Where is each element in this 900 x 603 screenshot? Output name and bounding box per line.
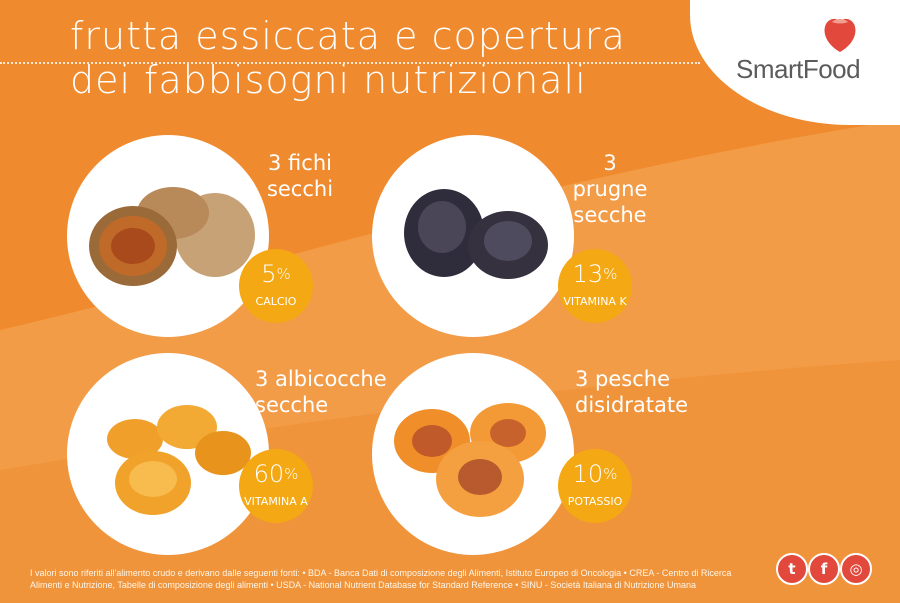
fruit-image-figs [72,140,264,332]
item-label-line: 3 pesche [575,367,671,391]
percent-value: 10 [572,460,604,488]
nutrient-name: VITAMINA A [244,495,308,508]
footnote-line: Alimenti e Nutrizione, Tabelle di compos… [30,580,696,590]
title-line-1: frutta essiccata e copertura [70,14,626,58]
title-line-2: dei fabbisogni nutrizionali [70,58,587,102]
sources-footnote: I valori sono riferiti all'alimento crud… [30,567,750,591]
fruit-image-peaches [377,358,569,550]
twitter-icon[interactable]: t [776,553,808,585]
footnote-line: I valori sono riferiti all'alimento crud… [30,568,732,578]
item-label-line: disidratate [575,393,689,417]
item-label-line: 3 fichi [268,151,332,175]
brand-name: SmartFood [736,54,861,84]
item-label-line: 3 albicocche [255,367,387,391]
percent-value: 13 [572,260,604,288]
item-label-line: secche [255,393,329,417]
percent-value: 60 [253,460,285,488]
item-label-line: secchi [266,177,334,201]
instagram-icon[interactable]: ◎ [840,553,872,585]
strawberry-icon [824,18,856,52]
percent-badge-peaches: 10% POTASSIO [558,449,632,523]
percent-value: 5 [261,260,277,288]
percent-unit: % [603,465,618,483]
title-divider [0,62,700,64]
percent-unit: % [284,465,299,483]
item-label-figs: 3 fichi secchi [255,150,345,202]
percent-badge-figs: 5% CALCIO [239,249,313,323]
fruit-image-apricots [72,358,264,550]
item-label-line: 3 prugne [572,151,648,201]
percent-unit: % [603,265,618,283]
fruit-image-prunes [377,140,569,332]
nutrient-name: POTASSIO [567,495,623,508]
facebook-icon[interactable]: f [808,553,840,585]
percent-badge-prunes: 13% VITAMINA K [558,249,632,323]
percent-unit: % [276,265,291,283]
page-title: frutta essiccata e copertura dei fabbiso… [70,14,626,102]
item-label-line: secche [573,203,647,227]
item-label-apricots: 3 albicocche secche [255,366,395,418]
nutrient-name: CALCIO [255,295,297,308]
item-label-peaches: 3 pesche disidratate [575,366,705,418]
item-label-prunes: 3 prugne secche [565,150,655,228]
nutrient-name: VITAMINA K [563,295,627,308]
percent-badge-apricots: 60% VITAMINA A [239,449,313,523]
